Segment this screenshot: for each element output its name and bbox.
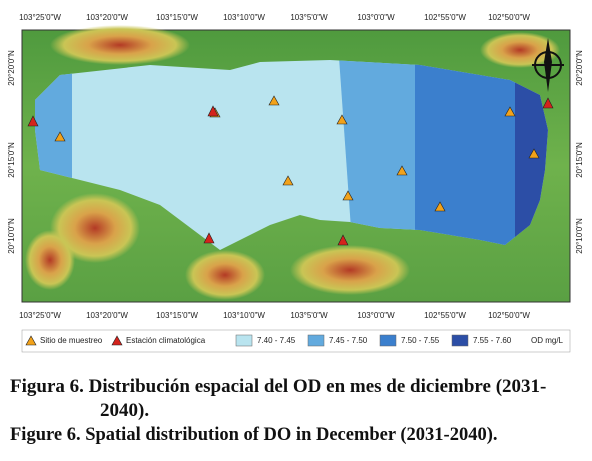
- legend-swatch: [307, 334, 325, 347]
- legend-swatch: [235, 334, 253, 347]
- longitude-label: 103°5'0"W: [290, 13, 328, 22]
- latitude-label: 20°15'0"N: [7, 142, 16, 178]
- longitude-label: 102°55'0"W: [424, 13, 466, 22]
- latitude-label: 20°20'0"N: [575, 50, 584, 86]
- legend-unit: OD mg/L: [531, 336, 564, 345]
- longitude-label: 103°0'0"W: [357, 311, 395, 320]
- do-zone: [415, 60, 515, 250]
- longitude-label: 102°50'0"W: [488, 311, 530, 320]
- longitude-label: 102°55'0"W: [424, 311, 466, 320]
- latitude-label: 20°15'0"N: [575, 142, 584, 178]
- legend-swatch: [379, 334, 397, 347]
- longitude-label: 103°25'0"W: [19, 311, 61, 320]
- map-figure: 103°25'0"W 103°20'0"W 103°15'0"W 103°10'0"W…: [7, 13, 584, 353]
- legend-label: 7.50 - 7.55: [401, 336, 440, 345]
- legend-label: 7.45 - 7.50: [329, 336, 368, 345]
- latitude-label: 20°10'0"N: [7, 218, 16, 254]
- caption-english: Figure 6. Spatial distribution of DO in …: [10, 425, 498, 445]
- longitude-label: 103°0'0"W: [357, 13, 395, 22]
- legend-label: Estación climatológica: [126, 336, 206, 345]
- longitude-label: 103°25'0"W: [19, 13, 61, 22]
- longitude-label: 103°15'0"W: [156, 311, 198, 320]
- legend-label: 7.55 - 7.60: [473, 336, 512, 345]
- longitude-label: 103°5'0"W: [290, 311, 328, 320]
- legend: Sitio de muestreo Estación climatológica…: [21, 329, 571, 353]
- longitude-label: 103°20'0"W: [86, 311, 128, 320]
- latitude-label: 20°10'0"N: [575, 218, 584, 254]
- caption-spanish: Figura 6. Distribución espacial del OD e…: [10, 376, 547, 421]
- north-arrow: [532, 38, 564, 92]
- legend-label: 7.40 - 7.45: [257, 336, 296, 345]
- legend-swatch: [451, 334, 469, 347]
- longitude-label: 103°10'0"W: [223, 13, 265, 22]
- markers: [27, 95, 554, 246]
- longitude-label: 103°10'0"W: [223, 311, 265, 320]
- legend-label: Sitio de muestreo: [40, 336, 103, 345]
- longitude-label: 103°15'0"W: [156, 13, 198, 22]
- do-zone: [338, 60, 434, 250]
- latitude-label: 20°20'0"N: [7, 50, 16, 86]
- longitude-label: 102°50'0"W: [488, 13, 530, 22]
- longitude-label: 103°20'0"W: [86, 13, 128, 22]
- terrain: [25, 25, 560, 300]
